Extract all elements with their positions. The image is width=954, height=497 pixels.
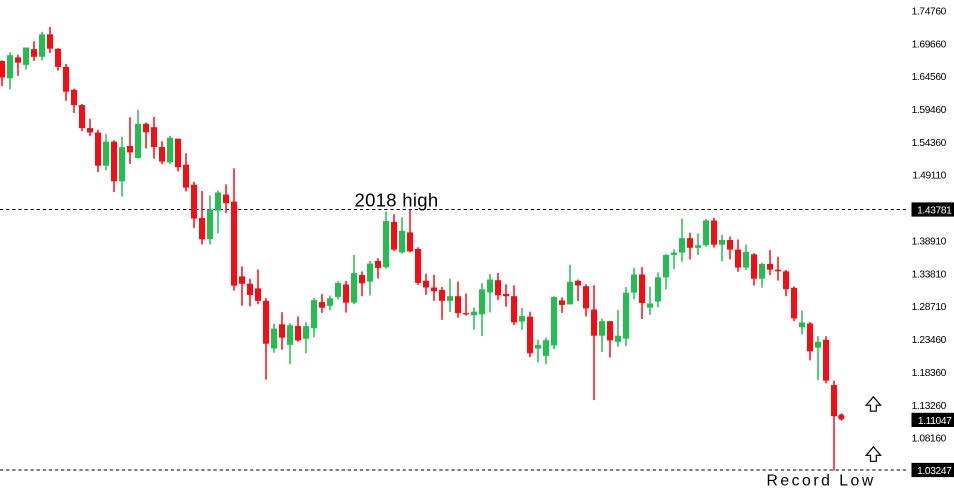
svg-text:1.08160: 1.08160 (912, 434, 947, 445)
svg-text:1.13260: 1.13260 (912, 401, 947, 412)
svg-text:1.23460: 1.23460 (912, 335, 947, 346)
svg-text:1.03247: 1.03247 (917, 466, 952, 477)
svg-text:1.74760: 1.74760 (912, 6, 947, 17)
svg-text:1.64560: 1.64560 (912, 72, 947, 83)
svg-text:1.49110: 1.49110 (912, 171, 946, 182)
svg-text:1.11047: 1.11047 (918, 416, 952, 427)
svg-text:1.43781: 1.43781 (917, 205, 952, 216)
svg-text:1.38910: 1.38910 (912, 236, 947, 247)
svg-text:1.69660: 1.69660 (912, 39, 947, 50)
svg-text:1.54360: 1.54360 (912, 138, 947, 149)
svg-text:1.18360: 1.18360 (912, 368, 947, 379)
svg-text:1.59460: 1.59460 (912, 105, 947, 116)
svg-text:1.28710: 1.28710 (912, 302, 947, 313)
svg-text:2018 high: 2018 high (355, 189, 439, 210)
svg-text:1.33810: 1.33810 (912, 269, 947, 280)
svg-text:Record Low: Record Low (767, 473, 876, 490)
